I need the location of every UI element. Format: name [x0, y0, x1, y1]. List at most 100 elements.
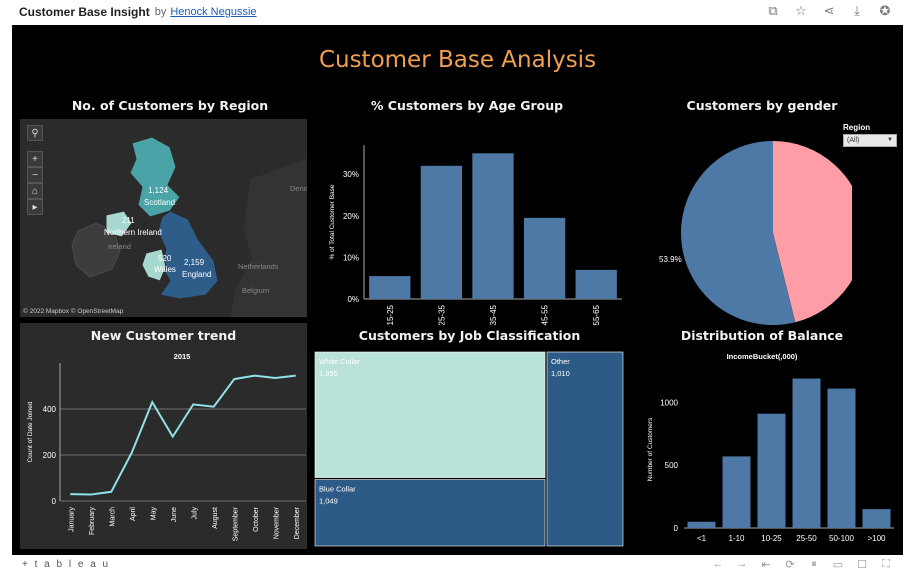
author-link[interactable]: Henock Negussie	[170, 6, 257, 18]
download-icon[interactable]: ⤓	[854, 3, 860, 18]
job-treemap-cell[interactable]	[546, 351, 624, 547]
balance-bar[interactable]	[687, 521, 716, 528]
gender-pie-slice[interactable]	[773, 141, 852, 323]
by-label: by	[154, 6, 167, 18]
balance-bar[interactable]	[722, 456, 751, 528]
age-y-tick: 0%	[347, 295, 359, 304]
comment-icon[interactable]: ☐	[857, 559, 867, 571]
trend-y-tick: 200	[43, 451, 57, 460]
balance-x-tick: 1-10	[728, 534, 745, 543]
trend-x-tick: July	[191, 507, 198, 520]
balance-bar[interactable]	[792, 378, 821, 528]
trend-y-tick: 0	[52, 497, 57, 506]
fullscreen-icon[interactable]: ⛶	[882, 558, 890, 570]
job-cell-label: Other	[551, 357, 570, 366]
denmark-label: Denm	[290, 184, 307, 193]
england-value: 2,159	[184, 258, 205, 267]
ni-label: Northern Ireland	[104, 228, 162, 237]
pause-icon[interactable]: ⏸	[811, 558, 817, 570]
region-filter-select[interactable]: (All) ▼	[843, 134, 897, 147]
trend-x-tick: December	[294, 506, 301, 539]
continent-land	[230, 159, 307, 317]
trend-x-tick: January	[68, 507, 75, 532]
scotland-label: Scotland	[144, 198, 175, 207]
region-filter-value: (All)	[847, 137, 860, 144]
age-bar[interactable]	[420, 165, 463, 299]
views-icon[interactable]: ▭	[832, 559, 844, 571]
tableau-logo[interactable]: + t a b l e a u	[22, 558, 111, 570]
balance-bar-chart: IncomeBucket(,000) 0 500 1000 Number of Cust…	[647, 352, 894, 543]
trend-y-tick: 400	[43, 405, 57, 414]
age-bar[interactable]	[472, 153, 514, 299]
share-icon[interactable]: ⋖	[823, 3, 835, 18]
trend-y-label: Count of Date Joined	[27, 401, 34, 462]
region-filter-label: Region	[843, 123, 871, 132]
job-cell-label: White Collar	[319, 357, 360, 366]
age-x-tick: 25-35	[437, 304, 446, 325]
trend-x-tick: April	[130, 507, 137, 521]
top-actions: ⧉ ☆ ⋖ ⤓ ✪	[765, 3, 893, 19]
trend-x-tick: October	[253, 506, 260, 532]
trend-x-tick: August	[212, 507, 219, 529]
age-x-tick: 35-45	[489, 304, 498, 325]
job-cell-label: Blue Collar	[319, 485, 356, 494]
copy-icon[interactable]: ⧉	[768, 3, 778, 18]
age-x-tick: 55-65	[592, 304, 601, 325]
gender-pie-chart: 46.1%53.9%	[659, 141, 852, 325]
balance-x-tick: 25-50	[796, 534, 817, 543]
age-bar[interactable]	[369, 276, 411, 299]
badge-icon[interactable]: ✪	[879, 3, 891, 18]
star-icon[interactable]: ☆	[795, 3, 807, 18]
redo-icon[interactable]: →	[736, 558, 748, 570]
belgium-label: Belgium	[242, 286, 269, 295]
zoom-out-icon[interactable]: −	[27, 167, 43, 183]
zoom-in-icon[interactable]: +	[27, 151, 43, 167]
ni-value: 211	[122, 216, 135, 225]
trend-x-tick: September	[232, 506, 239, 541]
balance-x-tick: 50-100	[829, 534, 854, 543]
trend-x-tick: May	[150, 507, 157, 521]
gender-pie-slice[interactable]	[681, 141, 796, 325]
trend-panel-title: New Customer trend	[20, 323, 307, 349]
trend-background	[20, 349, 307, 549]
region-panel-title: No. of Customers by Region	[71, 98, 269, 113]
trend-line[interactable]	[70, 374, 296, 496]
region-map[interactable]: 1,124 Scotland 211 Northern Ireland 520 …	[20, 119, 307, 317]
balance-x-tick: >100	[867, 534, 886, 543]
balance-panel-title: Distribution of Balance	[680, 328, 844, 343]
revert-icon[interactable]: ⇤	[761, 559, 771, 571]
job-cell-value: 1,049	[319, 497, 338, 506]
trend-x-tick: March	[109, 507, 116, 527]
map-attribution: © 2022 Mapbox © OpenStreetMap	[23, 307, 124, 315]
chevron-down-icon: ▼	[887, 137, 893, 143]
job-cell-value: 1,010	[551, 369, 570, 378]
age-bar[interactable]	[575, 269, 617, 299]
footer-actions: ← → ⇤ ⟳ ⏸ ▭ ☐ ⛶	[711, 558, 893, 571]
region-northern-ireland[interactable]	[105, 210, 133, 238]
age-x-tick: 45-55	[541, 304, 550, 325]
pan-arrow-icon[interactable]: ▸	[27, 199, 43, 215]
balance-bar[interactable]	[827, 388, 856, 528]
age-y-tick: 10%	[343, 253, 359, 262]
refresh-icon[interactable]: ⟳	[785, 559, 795, 571]
balance-bar[interactable]	[862, 509, 891, 528]
job-treemap-cell[interactable]	[314, 479, 546, 547]
gender-slice-label: 53.9%	[659, 255, 682, 264]
balance-subtitle: IncomeBucket(,000)	[727, 352, 798, 361]
job-panel-title: Customers by Job Classification	[358, 328, 581, 343]
job-treemap-cell[interactable]	[314, 351, 546, 478]
home-icon[interactable]: ⌂	[27, 183, 43, 199]
trend-x-tick: November	[273, 506, 280, 539]
age-y-label: % of Total Customer Base	[329, 184, 336, 259]
map-search-icon[interactable]: ⚲	[27, 125, 43, 141]
ireland-label: Ireland	[108, 242, 131, 251]
balance-bar[interactable]	[757, 413, 786, 528]
region-england[interactable]	[157, 210, 219, 300]
region-wales[interactable]	[141, 248, 167, 282]
viz-title: Customer Base Insight	[19, 5, 150, 19]
wales-label: Wales	[154, 265, 176, 274]
balance-y-label: Number of Customers	[647, 417, 654, 481]
undo-icon[interactable]: ←	[712, 558, 724, 570]
age-bar[interactable]	[523, 217, 566, 299]
top-bar: Customer Base Insight by Henock Negussie	[0, 0, 907, 24]
